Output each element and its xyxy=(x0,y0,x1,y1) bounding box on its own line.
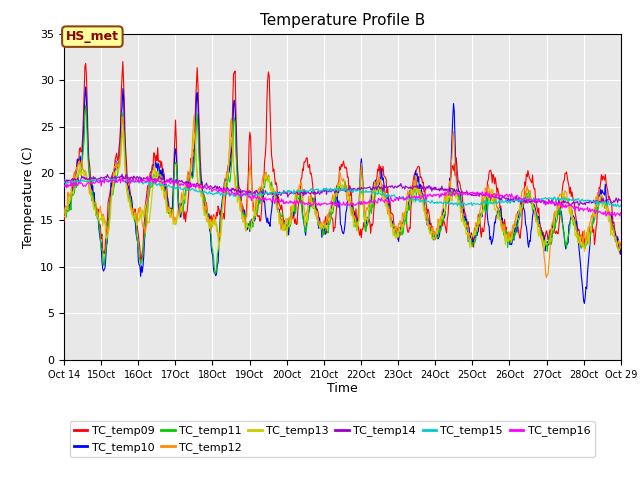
TC_temp15 xyxy=(428,200,435,205)
Line: TC_temp13: TC_temp13 xyxy=(64,131,621,252)
TC_temp14 xyxy=(70,176,78,181)
TC_temp09 xyxy=(412,171,419,177)
TC_temp15 xyxy=(109,175,117,181)
TC_temp16 xyxy=(411,193,419,199)
TC_temp09 xyxy=(137,258,145,264)
TC_temp10 xyxy=(60,203,68,208)
TC_temp14 xyxy=(118,171,126,177)
TC_temp11 xyxy=(211,271,219,276)
TC_temp13 xyxy=(119,128,127,133)
TC_temp12 xyxy=(60,212,68,217)
TC_temp09 xyxy=(128,202,136,208)
TC_temp16 xyxy=(144,173,152,179)
TC_temp15 xyxy=(60,178,68,184)
TC_temp09 xyxy=(60,219,68,225)
TC_temp09 xyxy=(70,173,78,179)
TC_temp10 xyxy=(580,300,588,306)
TC_temp10 xyxy=(411,176,419,182)
TC_temp15 xyxy=(214,191,222,196)
TC_temp13 xyxy=(214,235,222,241)
TC_temp16 xyxy=(60,182,68,188)
Text: HS_met: HS_met xyxy=(66,30,119,43)
TC_temp13 xyxy=(411,185,419,191)
TC_temp15 xyxy=(128,179,136,185)
TC_temp13 xyxy=(617,243,625,249)
Line: TC_temp16: TC_temp16 xyxy=(64,176,621,216)
Line: TC_temp12: TC_temp12 xyxy=(64,116,621,277)
TC_temp16 xyxy=(185,185,193,191)
TC_temp11 xyxy=(128,211,136,216)
TC_temp09 xyxy=(119,59,127,64)
TC_temp12 xyxy=(617,240,625,245)
TC_temp13 xyxy=(70,183,78,189)
TC_temp13 xyxy=(128,208,136,214)
TC_temp16 xyxy=(612,213,620,219)
TC_temp13 xyxy=(580,249,588,254)
TC_temp14 xyxy=(428,184,435,190)
TC_temp10 xyxy=(428,224,435,230)
Legend: TC_temp09, TC_temp10, TC_temp11, TC_temp12, TC_temp13, TC_temp14, TC_temp15, TC_: TC_temp09, TC_temp10, TC_temp11, TC_temp… xyxy=(70,421,595,457)
X-axis label: Time: Time xyxy=(327,383,358,396)
TC_temp12 xyxy=(190,113,198,119)
TC_temp09 xyxy=(186,175,193,181)
TC_temp09 xyxy=(428,228,436,234)
TC_temp11 xyxy=(428,227,436,233)
TC_temp14 xyxy=(411,183,419,189)
TC_temp13 xyxy=(60,214,68,219)
Line: TC_temp10: TC_temp10 xyxy=(64,87,621,303)
TC_temp11 xyxy=(617,243,625,249)
TC_temp12 xyxy=(127,204,135,210)
TC_temp14 xyxy=(185,180,193,186)
TC_temp15 xyxy=(616,204,623,210)
TC_temp14 xyxy=(214,186,222,192)
TC_temp14 xyxy=(617,197,625,203)
Y-axis label: Temperature (C): Temperature (C) xyxy=(22,146,35,248)
TC_temp11 xyxy=(82,102,90,108)
TC_temp10 xyxy=(185,169,193,175)
TC_temp10 xyxy=(70,184,78,190)
Title: Temperature Profile B: Temperature Profile B xyxy=(260,13,425,28)
TC_temp12 xyxy=(543,275,550,280)
TC_temp11 xyxy=(412,186,419,192)
TC_temp16 xyxy=(428,193,435,199)
TC_temp10 xyxy=(128,201,136,207)
TC_temp11 xyxy=(215,237,223,242)
TC_temp12 xyxy=(70,169,78,175)
TC_temp09 xyxy=(215,206,223,212)
TC_temp15 xyxy=(617,203,625,208)
TC_temp10 xyxy=(617,252,625,257)
TC_temp16 xyxy=(617,210,625,216)
TC_temp12 xyxy=(411,184,419,190)
TC_temp14 xyxy=(128,174,136,180)
Line: TC_temp14: TC_temp14 xyxy=(64,174,621,206)
TC_temp15 xyxy=(185,187,193,193)
TC_temp09 xyxy=(617,241,625,247)
TC_temp11 xyxy=(60,206,68,212)
TC_temp11 xyxy=(70,191,78,197)
TC_temp14 xyxy=(551,203,559,209)
Line: TC_temp09: TC_temp09 xyxy=(64,61,621,261)
Line: TC_temp15: TC_temp15 xyxy=(64,178,621,207)
TC_temp16 xyxy=(214,189,222,195)
TC_temp13 xyxy=(185,182,193,188)
TC_temp13 xyxy=(428,228,435,234)
TC_temp10 xyxy=(82,84,90,90)
TC_temp12 xyxy=(428,224,435,230)
TC_temp14 xyxy=(60,176,68,182)
TC_temp15 xyxy=(70,179,78,184)
Line: TC_temp11: TC_temp11 xyxy=(64,105,621,274)
TC_temp10 xyxy=(214,260,222,266)
TC_temp11 xyxy=(185,187,193,192)
TC_temp15 xyxy=(411,196,419,202)
TC_temp12 xyxy=(214,231,222,237)
TC_temp16 xyxy=(70,183,78,189)
TC_temp16 xyxy=(127,177,135,183)
TC_temp12 xyxy=(184,168,192,174)
